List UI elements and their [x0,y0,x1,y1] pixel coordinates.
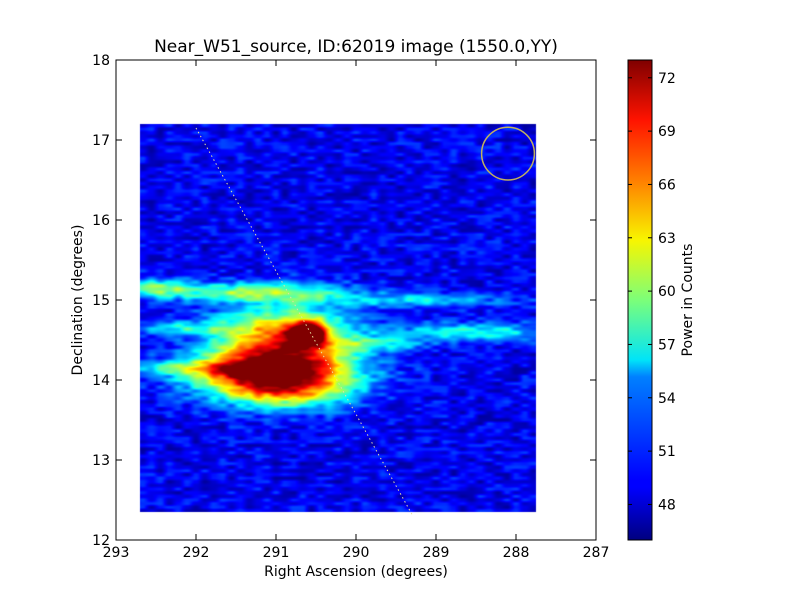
x-axis: 293 292 291 290 289 288 287 [103,60,610,561]
x-tick-label: 292 [183,545,210,561]
colorbar-tick-label: 51 [658,444,676,460]
colorbar-tick-label: 72 [658,71,676,87]
colorbar-tick-label: 63 [658,231,676,247]
colorbar-label: Power in Counts [680,244,696,357]
colorbar-tick-label: 60 [658,284,676,300]
colorbar-tick-label: 69 [658,124,676,140]
y-tick-label: 14 [92,373,110,389]
y-axis-label: Declination (degrees) [70,225,86,376]
y-axis: 12 13 14 15 16 17 18 [92,53,596,549]
x-tick-label: 290 [343,545,370,561]
y-tick-label: 18 [92,53,110,69]
colorbar-tick-label: 54 [658,391,676,407]
colorbar-gradient [627,59,653,541]
overlay-layer [195,126,536,515]
chart-title: Near_W51_source, ID:62019 image (1550.0,… [154,37,558,57]
colorbar-tick-label: 57 [658,337,676,353]
y-tick-label: 16 [92,213,110,229]
x-tick-label: 291 [263,545,290,561]
x-axis-label: Right Ascension (degrees) [264,564,448,580]
beam-circle [480,126,536,181]
colorbar-tick-label: 66 [658,177,676,193]
plot-area [115,59,597,541]
x-tick-label: 287 [583,545,610,561]
y-tick-label: 15 [92,293,110,309]
x-tick-label: 289 [423,545,450,561]
track-line [195,127,413,515]
y-tick-label: 13 [92,453,110,469]
heatmap-image [116,60,596,540]
y-tick-label: 12 [92,533,110,549]
colorbar-ticks: 48 51 54 57 60 63 66 69 72 [628,71,676,513]
colorbar-tick-label: 48 [658,497,676,513]
y-tick-label: 17 [92,133,110,149]
x-tick-label: 293 [103,545,130,561]
colorbar: 48 51 54 57 60 63 66 69 72 Power in Counts [627,59,696,541]
x-tick-label: 288 [503,545,530,561]
